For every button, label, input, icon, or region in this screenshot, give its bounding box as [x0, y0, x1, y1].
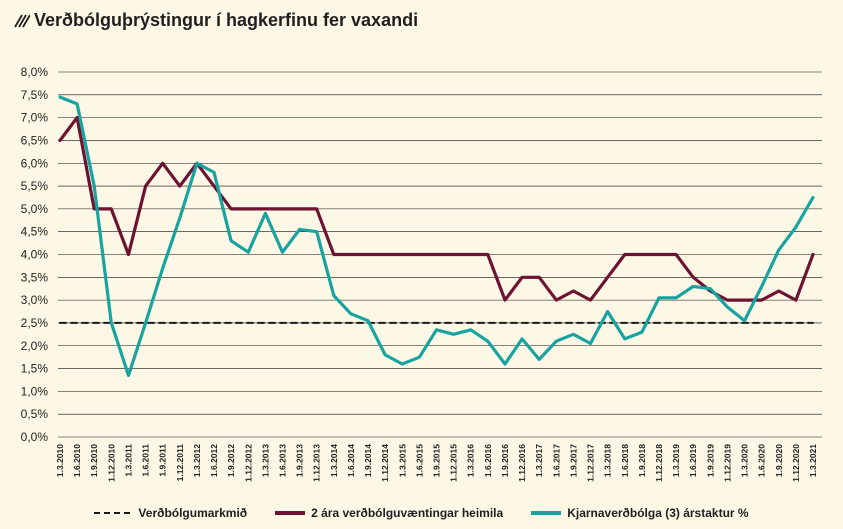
x-tick-label: 1.6.2014 — [346, 444, 356, 477]
x-tick-label: 1.3.2014 — [329, 444, 339, 477]
x-tick-label: 1.6.2017 — [551, 444, 561, 477]
x-tick-label: 1.3.2010 — [55, 444, 65, 477]
x-tick-label: 1.12.2012 — [243, 444, 253, 482]
y-tick-label: 7,5% — [21, 88, 49, 102]
y-tick-label: 5,0% — [21, 202, 49, 216]
x-tick-label: 1.6.2012 — [209, 444, 219, 477]
x-tick-label: 1.9.2012 — [226, 444, 236, 477]
x-tick-label: 1.3.2013 — [260, 444, 270, 477]
x-tick-label: 1.6.2019 — [688, 444, 698, 477]
y-tick-label: 4,0% — [21, 248, 49, 262]
series-line-expectations — [58, 115, 815, 302]
x-tick-label: 1.12.2013 — [312, 444, 322, 482]
legend-item-core: Kjarnaverðbólga (3) árstaktur % — [531, 506, 749, 520]
x-tick-label: 1.3.2017 — [534, 444, 544, 477]
x-tick-label: 1.3.2016 — [466, 444, 476, 477]
y-tick-label: 6,0% — [21, 156, 49, 170]
x-tick-label: 1.12.2017 — [586, 444, 596, 482]
x-tick-label: 1.9.2010 — [89, 444, 99, 477]
x-tick-label: 1.6.2020 — [757, 444, 767, 477]
y-tick-label: 2,5% — [21, 316, 49, 330]
x-tick-label: 1.3.2011 — [123, 444, 133, 477]
x-tick-label: 1.12.2016 — [517, 444, 527, 482]
hatch-icon — [14, 14, 30, 27]
x-tick-label: 1.12.2020 — [791, 444, 801, 482]
x-tick-label: 1.9.2017 — [568, 444, 578, 477]
x-tick-label: 1.9.2013 — [295, 444, 305, 477]
y-tick-label: 3,0% — [21, 293, 49, 307]
x-tick-label: 1.9.2020 — [774, 444, 784, 477]
x-tick-label: 1.9.2011 — [158, 444, 168, 477]
x-tick-label: 1.3.2015 — [397, 444, 407, 477]
legend-item-expectations: 2 ára verðbólguvæntingar heimila — [275, 506, 503, 520]
y-tick-label: 2,0% — [21, 339, 49, 353]
legend-swatch-expectations — [275, 511, 306, 515]
y-tick-label: 7,0% — [21, 111, 49, 125]
series-line-core — [58, 95, 815, 377]
chart-title-row: Verðbólguþrýstingur í hagkerfinu fer vax… — [14, 10, 418, 31]
x-tick-label: 1.6.2018 — [620, 444, 630, 477]
x-tick-label: 1.3.2018 — [603, 444, 613, 477]
chart-title: Verðbólguþrýstingur í hagkerfinu fer vax… — [34, 10, 419, 30]
x-tick-label: 1.6.2011 — [141, 444, 151, 477]
x-tick-label: 1.12.2018 — [654, 444, 664, 482]
x-tick-label: 1.12.2019 — [722, 444, 732, 482]
y-tick-label: 0,5% — [21, 407, 49, 421]
x-tick-label: 1.6.2013 — [277, 444, 287, 477]
x-tick-label: 1.12.2015 — [449, 444, 459, 482]
chart-legend: Verðbólgumarkmið 2 ára verðbólguvæntinga… — [0, 506, 843, 520]
x-tick-label: 1.3.2021 — [808, 444, 818, 477]
x-tick-label: 1.9.2015 — [432, 444, 442, 477]
legend-label-expectations: 2 ára verðbólguvæntingar heimila — [311, 506, 504, 520]
x-tick-label: 1.6.2015 — [414, 444, 424, 477]
y-tick-label: 6,5% — [21, 133, 49, 147]
x-tick-label: 1.12.2011 — [175, 444, 185, 482]
x-tick-label: 1.9.2019 — [705, 444, 715, 477]
y-tick-label: 5,5% — [21, 179, 49, 193]
y-tick-label: 8,0% — [21, 65, 49, 79]
y-tick-label: 4,5% — [21, 225, 49, 239]
legend-label-core: Kjarnaverðbólga (3) árstaktur % — [567, 506, 749, 520]
y-tick-label: 1,5% — [21, 362, 49, 376]
x-tick-label: 1.9.2014 — [363, 444, 373, 477]
y-tick-label: 3,5% — [21, 270, 49, 284]
x-tick-label: 1.3.2012 — [192, 444, 202, 477]
x-tick-label: 1.12.2014 — [380, 444, 390, 482]
y-tick-label: 0,0% — [21, 430, 49, 444]
x-tick-label: 1.9.2018 — [637, 444, 647, 477]
x-tick-label: 1.9.2016 — [500, 444, 510, 477]
legend-item-target: Verðbólgumarkmið — [94, 506, 247, 520]
legend-swatch-target — [94, 512, 133, 514]
x-tick-label: 1.3.2019 — [671, 444, 681, 477]
x-tick-label: 1.6.2010 — [72, 444, 82, 477]
x-tick-label: 1.6.2016 — [483, 444, 493, 477]
legend-label-target: Verðbólgumarkmið — [138, 506, 248, 520]
x-tick-label: 1.3.2020 — [740, 444, 750, 477]
x-tick-label: 1.12.2010 — [106, 444, 116, 482]
legend-swatch-core — [531, 511, 562, 515]
y-tick-label: 1,0% — [21, 384, 49, 398]
